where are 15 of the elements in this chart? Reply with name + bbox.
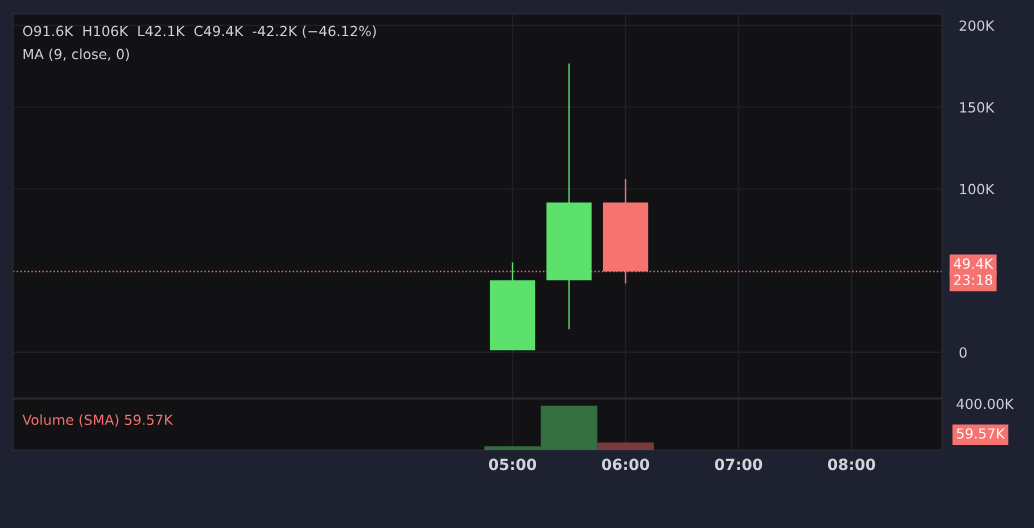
x-tick-label: 07:00 xyxy=(714,458,763,471)
text: 59.57K xyxy=(957,428,1006,439)
x-tick-label: 05:00 xyxy=(488,458,537,471)
text: 400.00K xyxy=(956,398,1014,410)
y-tick-label: 150K xyxy=(960,102,995,113)
ref-line-label: 49.4K xyxy=(953,258,994,269)
y-tick-label: 0 xyxy=(959,347,967,358)
x-tick-label: 08:00 xyxy=(828,458,876,471)
text: MA (9, close, 0) xyxy=(23,48,129,61)
text: Volume (SMA) 59.57K xyxy=(22,414,174,427)
y-tick-label: 200K xyxy=(959,20,995,31)
y-tick-label: 100K xyxy=(960,183,995,195)
x-tick-label: 06:00 xyxy=(601,458,650,471)
text: 23:18 xyxy=(954,274,993,286)
text: O91.6K H106K L42.1K C49.4K -42.2K (−46.12%) xyxy=(23,25,376,38)
